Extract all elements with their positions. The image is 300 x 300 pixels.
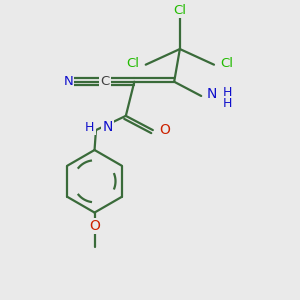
Text: N: N (102, 120, 112, 134)
Text: H: H (223, 98, 232, 110)
Text: C: C (100, 75, 110, 88)
Text: O: O (89, 219, 100, 233)
Text: N: N (206, 87, 217, 101)
Text: Cl: Cl (173, 4, 186, 16)
Text: O: O (159, 123, 170, 137)
Text: H: H (85, 121, 94, 134)
Text: Cl: Cl (127, 57, 140, 70)
Text: H: H (223, 86, 232, 99)
Text: Cl: Cl (220, 57, 233, 70)
Text: N: N (64, 75, 73, 88)
